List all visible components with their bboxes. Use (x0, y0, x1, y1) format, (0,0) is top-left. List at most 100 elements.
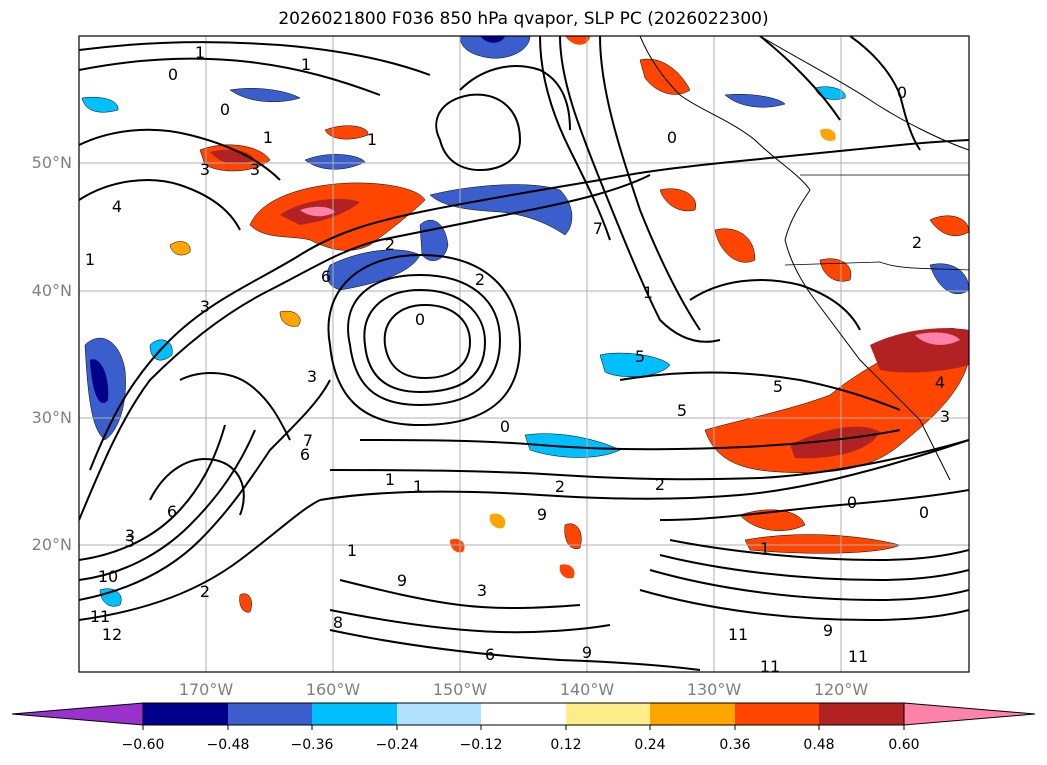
lat-label-20n: 20°N (31, 535, 72, 554)
colorbar-bin (312, 703, 397, 725)
contour-label: 11 (848, 647, 868, 666)
positive-anomaly-area (639, 58, 691, 95)
positive-anomaly-area (819, 258, 852, 282)
contour-label: 0 (415, 310, 425, 329)
contour-label: 0 (919, 503, 929, 522)
colorbar-extend-low (11, 702, 144, 726)
contour-label: 3 (940, 407, 950, 426)
contour-label: 2 (200, 582, 210, 601)
lat-label-40n: 40°N (31, 281, 72, 300)
contour-label: 11 (90, 607, 110, 626)
colorbar-bin (143, 703, 228, 725)
contour-label: 3 (125, 532, 135, 551)
contour-label: 1 (301, 55, 311, 74)
negative-anomaly-area (459, 36, 531, 59)
colorbar-bin (650, 703, 735, 725)
contour-label: 12 (102, 625, 122, 644)
negative-anomaly-area (480, 36, 505, 43)
lon-label-130w: 130°W (686, 680, 742, 699)
contour-label: 0 (220, 100, 230, 119)
colorbar-tick-label: 0.12 (550, 737, 582, 753)
negative-anomaly-area (90, 359, 109, 404)
contour-label: 1 (760, 539, 770, 558)
contour-label: 9 (582, 643, 592, 662)
colorbar (11, 702, 1036, 730)
positive-anomaly-area (714, 228, 756, 263)
positive-anomaly-area (929, 215, 969, 236)
contour-label: 1 (85, 250, 95, 269)
colorbar-bin (819, 703, 904, 725)
contour-label: 6 (300, 445, 310, 464)
colorbar-tick-label: −0.60 (121, 737, 165, 753)
negative-anomaly-area (524, 433, 621, 458)
slp-contours (79, 36, 969, 671)
positive-anomaly-area (820, 128, 836, 141)
contour-label: 7 (303, 431, 313, 450)
contour-label: 3 (477, 581, 487, 600)
contour-label: 2 (655, 475, 665, 494)
contour-label: 9 (537, 505, 547, 524)
positive-anomaly-area (915, 332, 960, 345)
colorbar-tick-label: −0.12 (459, 737, 503, 753)
contour-label: 9 (397, 571, 407, 590)
negative-anomaly-area (599, 352, 671, 377)
contour-label: 6 (321, 267, 331, 286)
colorbar-tick-label: 0.48 (803, 737, 835, 753)
positive-anomaly-area (300, 206, 335, 217)
contour-label: 0 (168, 65, 178, 84)
contour-label: 3 (200, 297, 210, 316)
contour-label: 2 (385, 235, 395, 254)
positive-anomaly-area (559, 564, 575, 579)
contour-label: 1 (263, 128, 273, 147)
contour-label: 1 (367, 130, 377, 149)
lon-label-170w: 170°W (178, 680, 234, 699)
colorbar-tick-label: 0.24 (634, 737, 666, 753)
contour-label: 7 (593, 219, 603, 238)
contour-label: 5 (635, 347, 645, 366)
colorbar-bin (735, 703, 819, 725)
coastline (639, 36, 969, 481)
colorbar-bin (397, 703, 481, 725)
figure-title: 2026021800 F036 850 hPa qvapor, SLP PC (… (278, 9, 769, 29)
colorbar-tick-label: 0.36 (719, 737, 751, 753)
negative-anomaly-area (81, 96, 119, 113)
contour-label: 4 (112, 197, 122, 216)
negative-anomaly-area (304, 154, 366, 170)
lat-label-50n: 50°N (31, 153, 72, 172)
colorbar-bin (566, 703, 650, 725)
colorbar-bin (481, 703, 566, 725)
contour-label: 6 (485, 645, 495, 664)
lon-label-160w: 160°W (305, 680, 361, 699)
positive-anomaly-area (790, 426, 880, 459)
contour-label: 5 (677, 401, 687, 420)
colorbar-extend-high (903, 702, 1036, 726)
positive-anomaly-area (564, 523, 582, 550)
contour-label: 1 (347, 541, 357, 560)
contour-label: 3 (250, 160, 260, 179)
contour-label: 1 (195, 43, 205, 62)
contour-label: 5 (773, 377, 783, 396)
contour-label: 3 (200, 160, 210, 179)
contour-label: 0 (667, 128, 677, 147)
positive-anomaly-area (565, 36, 590, 45)
map-panel: 1010113341320263061216313286991111111011… (79, 36, 969, 672)
contour-label: 1 (643, 283, 653, 302)
colorbar-tick-label: −0.48 (206, 737, 250, 753)
contour-label: 1 (385, 470, 395, 489)
lon-label-140w: 140°W (559, 680, 615, 699)
negative-anomaly-area (229, 88, 301, 102)
contour-label: 3 (307, 367, 317, 386)
moisture-anomaly-shading (81, 36, 969, 613)
contour-labels: 1010113341320263061216313286991111111011… (85, 43, 950, 672)
negative-anomaly-area (724, 94, 786, 108)
negative-anomaly-area (929, 263, 969, 295)
contour-label: 9 (823, 621, 833, 640)
contour-label: 10 (98, 567, 118, 586)
positive-anomaly-area (239, 593, 252, 613)
contour-label: 11 (728, 625, 748, 644)
contour-label: 2 (475, 270, 485, 289)
contour-label: 2 (555, 477, 565, 496)
contour-label: 0 (847, 493, 857, 512)
contour-label: 2 (912, 233, 922, 252)
